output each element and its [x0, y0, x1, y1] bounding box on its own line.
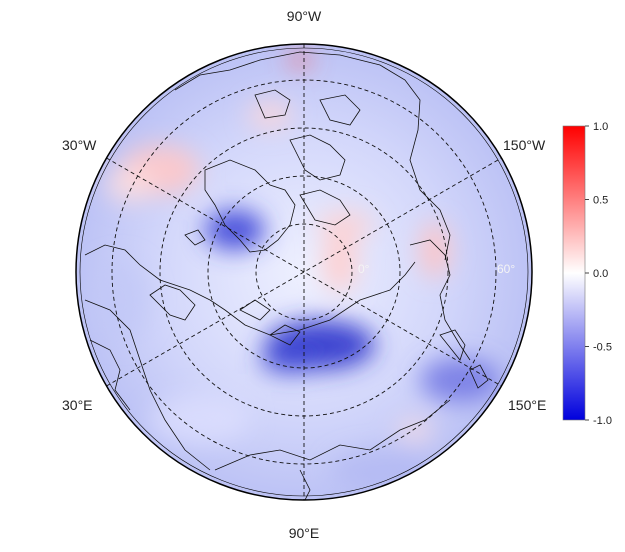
coastlines [84, 51, 489, 500]
lon-label-bottom: 90°E [289, 525, 320, 541]
lon-label-lower-right: 150°E [508, 397, 546, 413]
colorbar-tick-0: 0.0 [593, 268, 608, 280]
lat-label-0: 0° [358, 262, 370, 276]
map-boundary [75, 43, 533, 501]
lon-label-upper-left: 30°W [62, 137, 97, 153]
colorbar-tick-0-5: 0.5 [593, 195, 608, 207]
lon-label-top: 90°W [287, 8, 322, 24]
map-inner-boundary [79, 47, 529, 497]
colorbar: 1.0 0.5 0.0 -0.5 -1.0 [562, 121, 612, 427]
colorbar-tick-minus-1: -1.0 [593, 415, 612, 427]
lat-label-60: 60° [497, 262, 515, 276]
colorbar-tick-1: 1.0 [593, 121, 608, 133]
colorbar-ramp [562, 125, 586, 421]
lon-label-lower-left: 30°E [62, 397, 93, 413]
lon-label-upper-right: 150°W [503, 137, 546, 153]
graticule [106, 44, 502, 500]
colorbar-tick-minus-0-5: -0.5 [593, 342, 612, 354]
